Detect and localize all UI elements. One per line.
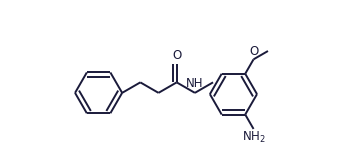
Text: NH: NH xyxy=(186,77,203,90)
Text: O: O xyxy=(172,49,181,62)
Text: NH$_2$: NH$_2$ xyxy=(242,130,265,145)
Text: O: O xyxy=(249,45,258,58)
